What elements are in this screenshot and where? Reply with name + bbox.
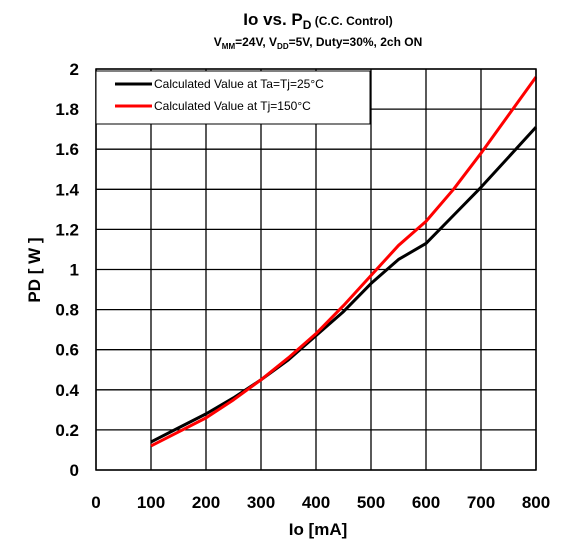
y-tick-label: 0.2: [55, 421, 79, 440]
y-tick-label: 0: [70, 461, 79, 480]
y-tick-label: 1.6: [55, 140, 79, 159]
series-line-150c: [150, 76, 538, 448]
x-tick-label: 400: [302, 493, 330, 512]
legend-label-150c: Calculated Value at Tj=150°C: [154, 99, 311, 113]
y-tick-label: 0.8: [55, 301, 79, 320]
x-axis-label: Io [mA]: [289, 520, 348, 539]
subtitle-subscript: DD: [277, 42, 289, 51]
x-tick-label: 800: [522, 493, 550, 512]
title-suffix: (C.C. Control): [311, 14, 392, 28]
x-tick-label: 700: [467, 493, 495, 512]
subtitle-part: =5V, Duty=30%, 2ch ON: [289, 35, 423, 49]
y-tick-label: 2: [70, 60, 79, 79]
title-main: Io vs. P: [243, 10, 303, 29]
y-tick-label: 1: [70, 261, 79, 280]
x-tick-labels: 0 100 200 300 400 500 600 700 800: [91, 493, 550, 512]
x-tick-label: 300: [247, 493, 275, 512]
y-tick-labels: 0 0.2 0.4 0.6 0.8 1 1.2 1.4 1.6 1.8 2: [55, 60, 79, 480]
chart-subtitle: VMM=24V, VDD=5V, Duty=30%, 2ch ON: [214, 35, 422, 51]
subtitle-subscript: MM: [222, 42, 236, 51]
title-subscript: D: [303, 18, 312, 32]
legend-box: [95, 70, 371, 125]
chart-title: Io vs. PD (C.C. Control): [243, 10, 393, 32]
y-tick-label: 1.8: [55, 100, 79, 119]
legend: Calculated Value at Ta=Tj=25°C Calculate…: [95, 70, 371, 125]
x-tick-label: 0: [91, 493, 100, 512]
subtitle-part: =24V, V: [235, 35, 277, 49]
grid: [95, 68, 537, 471]
subtitle-part: V: [214, 35, 222, 49]
series-group: [150, 76, 538, 448]
y-tick-label: 1.4: [55, 180, 79, 199]
y-axis-label: PD [ W ]: [25, 237, 44, 302]
x-tick-label: 600: [412, 493, 440, 512]
legend-label-25c: Calculated Value at Ta=Tj=25°C: [154, 77, 324, 91]
series-line-25c: [150, 126, 538, 444]
x-tick-label: 100: [137, 493, 165, 512]
y-tick-label: 0.4: [55, 381, 79, 400]
x-tick-label: 200: [192, 493, 220, 512]
y-tick-label: 1.2: [55, 220, 79, 239]
plot-frame: [95, 68, 537, 471]
y-tick-label: 0.6: [55, 341, 79, 360]
x-tick-label: 500: [357, 493, 385, 512]
